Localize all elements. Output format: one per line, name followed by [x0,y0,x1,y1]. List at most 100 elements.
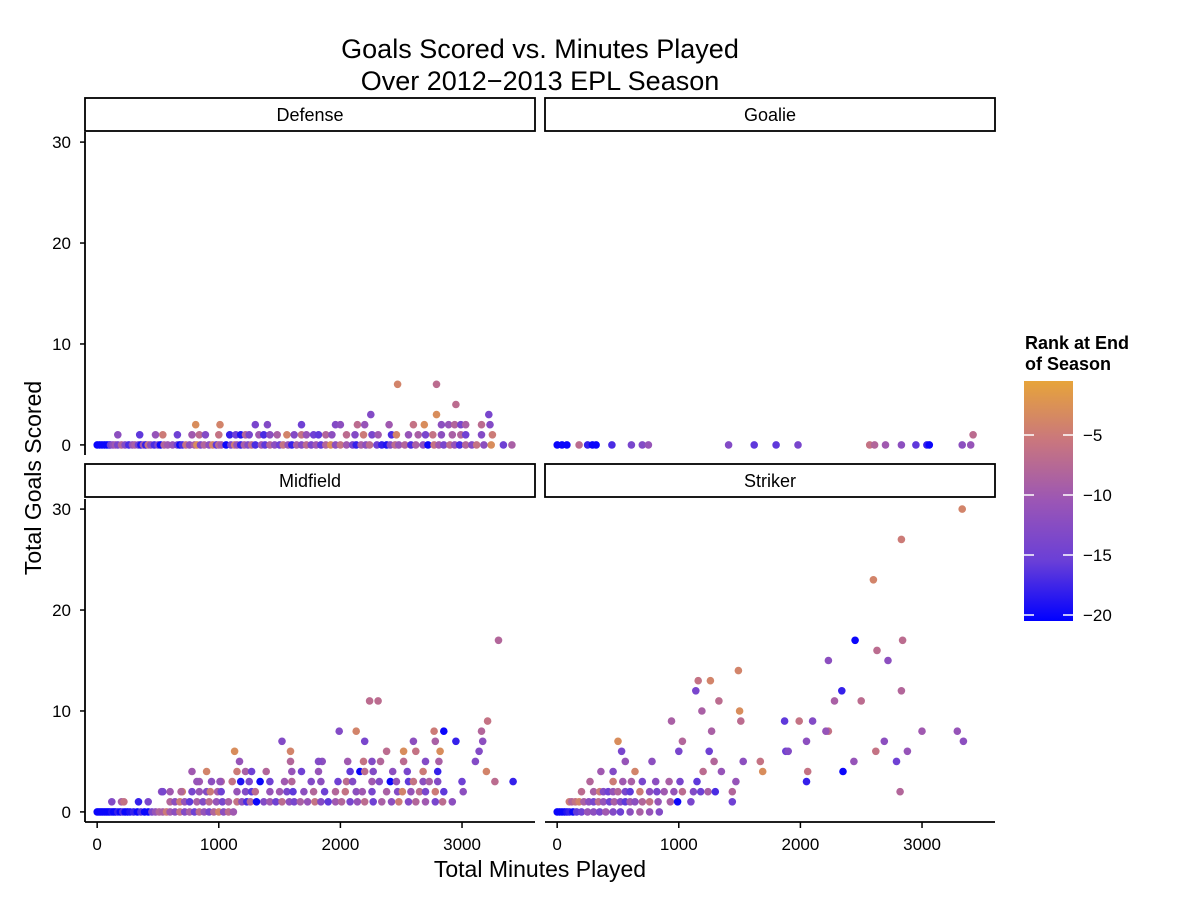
data-point [401,441,409,449]
data-point [398,787,407,796]
y-tick-label: 20 [52,234,71,253]
data-point [609,777,617,786]
data-point [273,431,282,439]
data-point [563,441,571,449]
data-point [307,777,316,786]
data-point [286,757,295,766]
data-point [283,431,291,439]
data-point [884,656,892,665]
data-point [437,420,446,429]
data-point [368,757,376,766]
data-point [803,767,812,776]
data-point [575,441,583,449]
data-point [918,727,926,735]
data-point [694,676,702,685]
data-point [360,737,369,746]
data-point [207,777,216,786]
data-point [302,431,311,439]
data-point [433,767,442,776]
data-point [114,431,122,439]
data-point [958,441,966,449]
data-point [784,747,792,756]
data-point [881,441,890,449]
data-point [252,798,261,806]
data-point [260,798,268,806]
data-point [609,808,617,816]
data-point [617,747,626,756]
y-tick-label: 10 [52,702,71,721]
data-point [395,798,403,806]
data-point [676,777,684,786]
data-point [508,441,516,449]
data-point [959,737,968,746]
data-point [461,420,470,429]
data-point [667,717,676,725]
facet-strip-label-defense: Defense [276,105,343,125]
data-point [609,767,617,776]
data-point [488,431,497,439]
data-point [459,787,468,796]
data-point [898,636,907,645]
facet-striker: Striker 0 1000 2000 3000 [544,463,996,854]
data-point [638,798,647,806]
data-point [717,767,726,776]
data-point [638,441,647,449]
data-point [322,431,330,439]
facet-strip-goalie [544,97,996,132]
data-point [699,767,707,776]
data-point [225,431,234,439]
data-point [195,431,204,439]
data-point [369,798,378,806]
data-point [660,787,668,796]
data-point [430,727,438,735]
data-point [614,787,622,796]
data-point [589,787,598,796]
data-point [795,717,803,725]
data-point [756,757,765,766]
y-tick-label: 30 [52,133,71,152]
data-point [374,431,382,439]
data-point [314,767,323,776]
data-point [455,441,464,449]
data-point [602,808,610,816]
data-point [346,767,354,776]
data-point [367,410,375,419]
data-point [678,737,687,746]
data-point [193,798,201,806]
data-point [191,420,200,429]
data-point [195,787,204,796]
data-point [485,410,493,419]
data-point [177,787,185,796]
data-point [217,787,225,796]
data-point [802,737,811,746]
data-point [290,431,299,439]
data-point [589,808,598,816]
data-point [420,420,429,429]
data-point [224,798,233,806]
data-point [678,787,687,796]
facet-strip-striker [544,463,996,498]
data-point [351,431,359,439]
data-point [692,687,700,695]
x-tick-label: 0 [92,835,101,854]
data-point [188,767,196,776]
data-point [850,757,858,766]
x-tick-label: 0 [552,835,561,854]
data-point [311,798,319,806]
data-point [412,441,420,449]
data-point [395,441,403,449]
data-point [352,727,361,735]
data-point [399,757,408,766]
data-point [296,798,305,806]
data-point [429,431,437,439]
data-point [432,410,441,419]
data-point [290,798,299,806]
data-point [241,787,250,796]
data-point [241,767,250,776]
data-point [419,777,427,786]
y-tick-label: 10 [52,335,71,354]
data-point [135,431,144,439]
chart-title-line-1: Goals Scored vs. Minutes Played [341,34,739,64]
facet-strip-label-goalie: Goalie [744,105,796,125]
data-point [206,787,215,796]
